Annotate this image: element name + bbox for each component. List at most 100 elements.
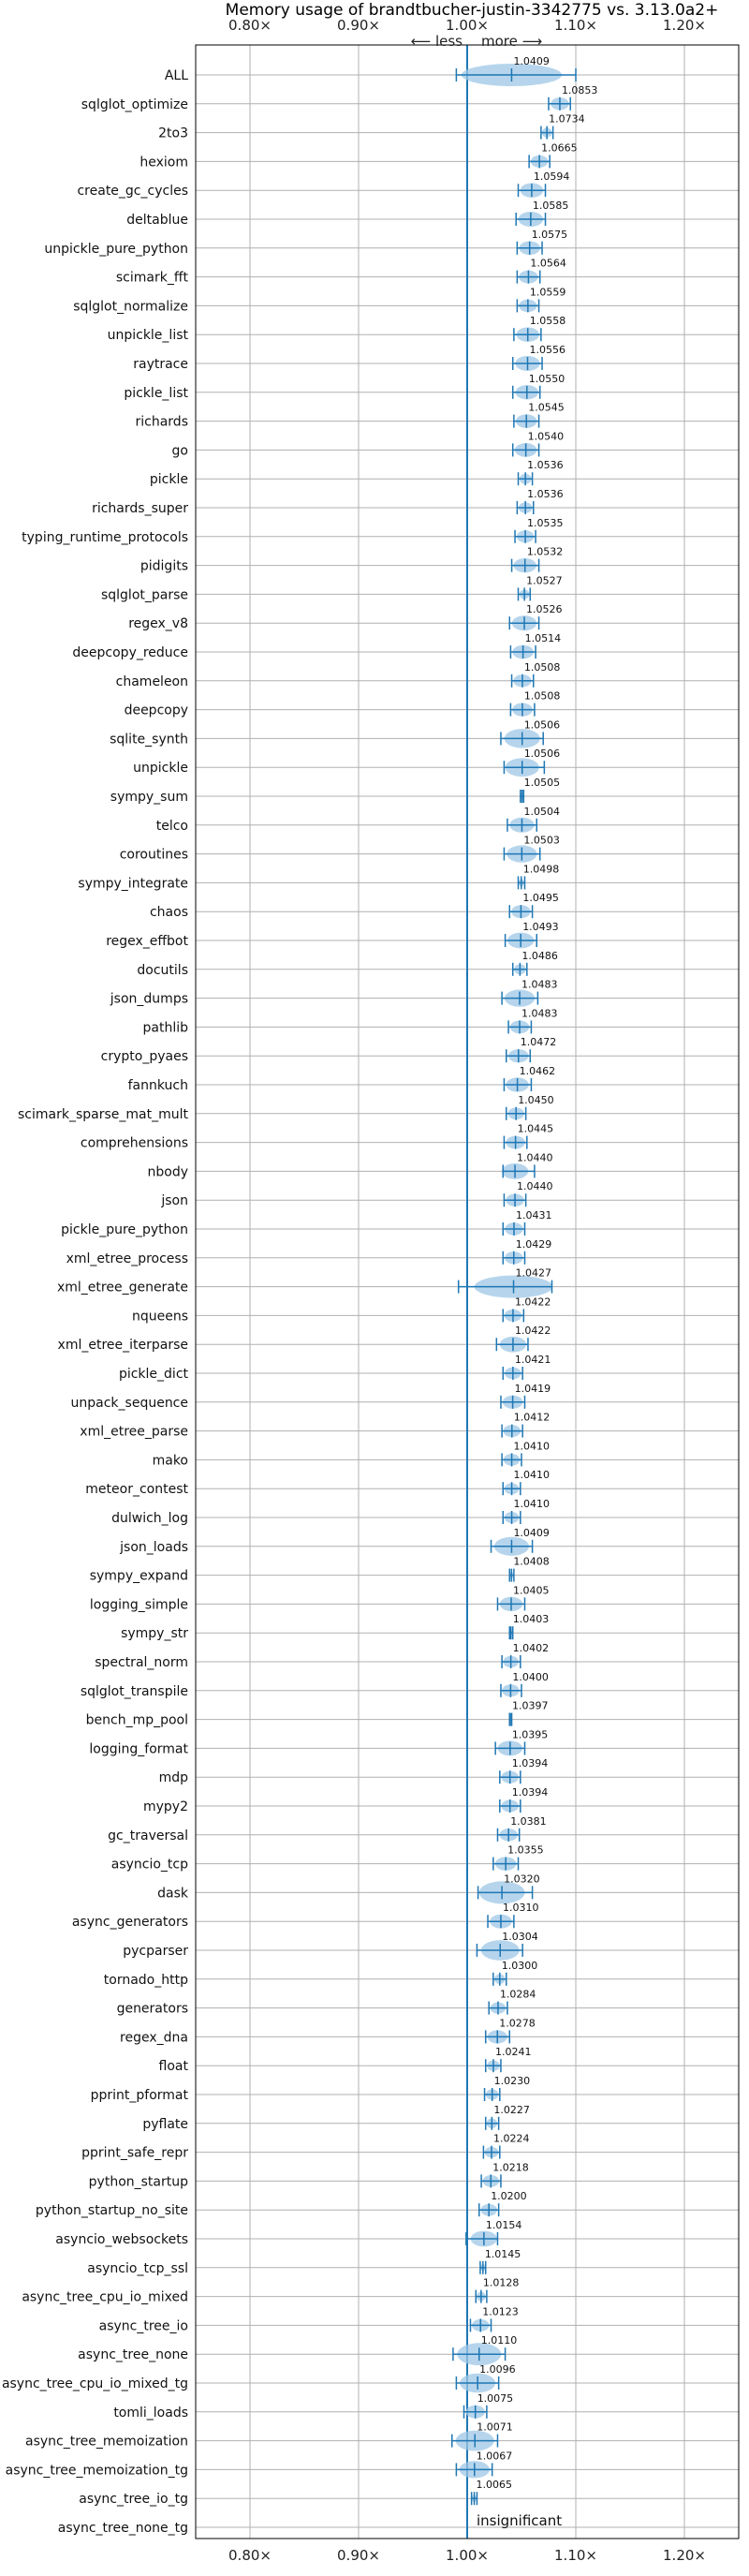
value-label: 1.0575	[532, 229, 568, 241]
less-annotation: ⟵ less	[411, 33, 463, 50]
category-label: pickle_dict	[119, 1367, 189, 1382]
category-label: pickle_list	[124, 386, 188, 401]
category-label: unpack_sequence	[71, 1396, 188, 1411]
category-label: mypy2	[143, 1799, 188, 1814]
category-label: regex_v8	[128, 616, 188, 631]
category-label: float	[159, 2059, 189, 2074]
category-label: sympy_expand	[90, 1569, 188, 1584]
value-label: 1.0403	[513, 1613, 550, 1625]
category-label: pprint_safe_repr	[81, 2146, 188, 2161]
category-label: sqlglot_transpile	[81, 1684, 188, 1699]
category-label: telco	[156, 819, 188, 834]
value-label: 1.0218	[492, 2161, 529, 2173]
value-label: 1.0410	[514, 1469, 551, 1481]
category-label: async_tree_cpu_io_mixed	[22, 2290, 188, 2305]
category-label: hexiom	[140, 155, 188, 170]
category-label: async_generators	[72, 1915, 188, 1930]
category-label: tornado_http	[104, 1973, 188, 1988]
value-label: 1.0431	[516, 1209, 552, 1221]
category-label: python_startup	[89, 2174, 188, 2189]
category-label: generators	[117, 2002, 188, 2017]
category-label: unpickle_pure_python	[44, 242, 188, 257]
value-label: 1.0506	[524, 718, 561, 731]
value-label: 1.0508	[524, 690, 561, 703]
x-tick-label-bottom: 1.00×	[446, 2547, 489, 2564]
category-label: sympy_integrate	[78, 876, 188, 891]
category-label: typing_runtime_protocols	[22, 530, 188, 545]
category-label: coroutines	[120, 848, 188, 863]
value-label: 1.0419	[515, 1383, 551, 1395]
category-label: spectral_norm	[95, 1655, 188, 1670]
value-label: 1.0545	[528, 402, 565, 414]
value-label: 1.0200	[491, 2190, 527, 2202]
value-label: 1.0067	[477, 2450, 512, 2462]
x-tick-label-top: 0.80×	[228, 17, 272, 34]
category-label: regex_dna	[120, 2030, 188, 2045]
category-label: 2to3	[158, 126, 188, 141]
value-label: 1.0145	[485, 2248, 521, 2260]
category-label: meteor_contest	[85, 1482, 188, 1497]
violin-layer	[455, 64, 569, 2503]
value-label: 1.0540	[528, 430, 565, 442]
value-label: 1.0483	[521, 979, 558, 991]
value-label: 1.0422	[515, 1325, 551, 1337]
value-label: 1.0506	[524, 748, 561, 760]
value-label: 1.0505	[524, 777, 561, 789]
value-label: 1.0532	[527, 546, 564, 558]
category-label: sqlite_synth	[110, 732, 188, 747]
category-label: pickle_pure_python	[61, 1222, 188, 1237]
category-label: json_dumps	[110, 992, 188, 1007]
value-label: 1.0065	[477, 2479, 513, 2491]
value-label: 1.0498	[523, 863, 560, 875]
category-label: xml_etree_parse	[80, 1425, 188, 1440]
range-layer	[451, 68, 577, 2506]
category-label: unpickle	[133, 761, 188, 776]
category-label: bench_mp_pool	[86, 1713, 188, 1728]
category-label: ALL	[165, 68, 188, 83]
value-label: 1.0472	[521, 1036, 557, 1048]
category-label: mdp	[159, 1770, 189, 1785]
value-label: 1.0227	[493, 2104, 530, 2116]
x-tick-label-bottom: 1.20×	[663, 2547, 706, 2564]
value-label: 1.0440	[517, 1151, 553, 1163]
category-label: richards_super	[92, 501, 188, 516]
value-label: 1.0310	[503, 1902, 539, 1914]
value-label: 1.0075	[477, 2392, 514, 2405]
value-label: 1.0450	[518, 1094, 554, 1106]
category-label: nbody	[148, 1164, 189, 1179]
value-label: 1.0394	[512, 1786, 549, 1799]
value-label: 1.0355	[507, 1844, 544, 1857]
value-label: 1.0405	[513, 1584, 550, 1596]
value-label: 1.0526	[526, 603, 563, 615]
x-tick-label-top: 1.20×	[663, 17, 706, 34]
value-label: 1.0394	[512, 1757, 549, 1769]
value-label: 1.0409	[513, 55, 550, 67]
category-label: json	[160, 1193, 188, 1208]
category-label: sympy_sum	[110, 790, 188, 805]
category-label: pathlib	[143, 1020, 189, 1035]
category-label-layer: ALL sqlglot_optimize 2to3 hexiom create_gc_c…	[2, 68, 189, 2536]
value-label: 1.0154	[486, 2219, 522, 2231]
value-label: 1.0536	[527, 488, 564, 500]
value-label: 1.0594	[534, 170, 570, 183]
value-label: 1.0853	[562, 84, 598, 96]
category-label: deepcopy	[125, 703, 188, 718]
value-label: 1.0304	[502, 1931, 538, 1943]
category-label: async_tree_memoization	[25, 2435, 188, 2450]
value-label: 1.0556	[529, 344, 565, 356]
plot-frame	[195, 44, 740, 2539]
value-label: 1.0128	[483, 2277, 520, 2289]
category-label: sqlglot_optimize	[81, 97, 188, 112]
value-label: 1.0071	[477, 2421, 512, 2434]
category-label: crypto_pyaes	[101, 1049, 188, 1064]
value-label: 1.0421	[515, 1354, 551, 1366]
category-label: create_gc_cycles	[77, 184, 188, 199]
value-label: 1.0410	[514, 1498, 551, 1510]
value-label: 1.0486	[521, 950, 558, 962]
chart-title: Memory usage of brandtbucher-justin-3342…	[226, 1, 719, 20]
value-label-layer: 1.0409 1.0853 1.0734 1.0665 1.0594 1.0585 1.05…	[477, 55, 598, 2491]
value-label: 1.0536	[527, 459, 564, 471]
value-label: 1.0665	[541, 141, 578, 154]
category-label: chameleon	[116, 674, 188, 689]
